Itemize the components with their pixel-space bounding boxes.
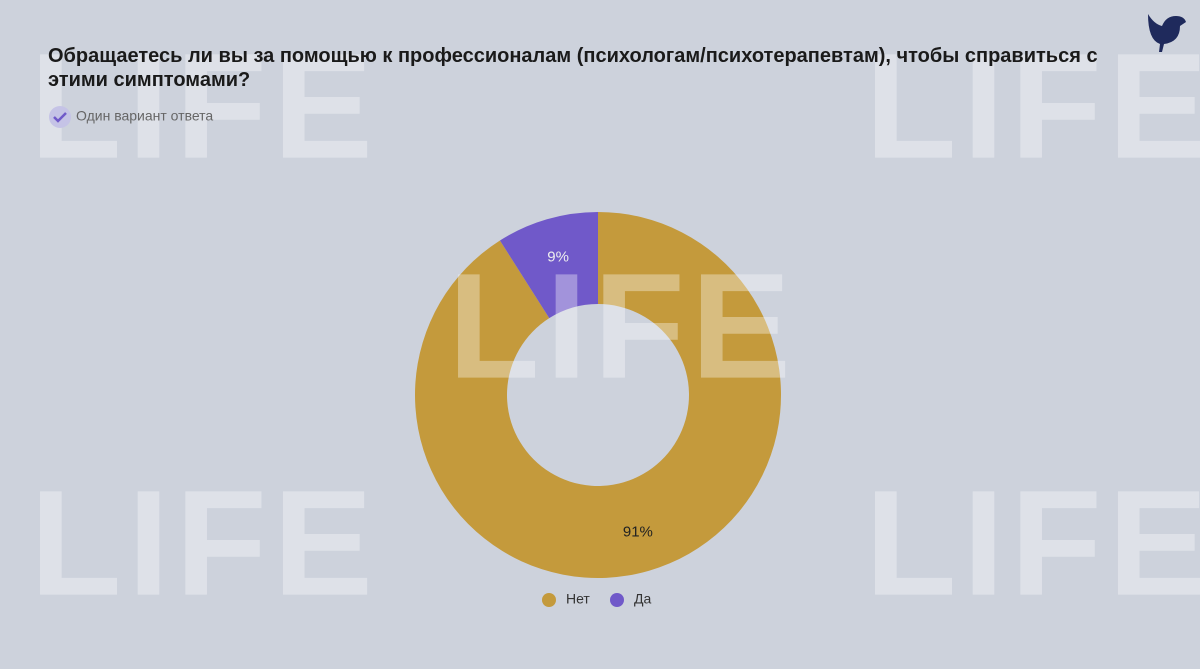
check-mark: [53, 112, 67, 123]
legend-swatch: [542, 593, 556, 607]
value-label: 9%: [547, 249, 569, 266]
watermark: LIFE: [865, 459, 1200, 627]
legend-label: Да: [634, 591, 651, 607]
logo: [1148, 14, 1186, 52]
donut: 91% 9%: [414, 212, 781, 579]
value-label: 91%: [623, 523, 653, 540]
check-icon: [49, 106, 71, 128]
watermark: LIFE: [448, 242, 797, 410]
donut-slice: [414, 212, 781, 579]
legend: Нет Да: [542, 591, 651, 607]
watermark: LIFE: [30, 459, 379, 627]
watermark: LIFE: [30, 22, 379, 190]
chart-title: Обращаетесь ли вы за помощью к профессио…: [48, 45, 1098, 91]
donut-slice: [499, 212, 598, 319]
legend-swatch: [610, 593, 624, 607]
subtitle: Один вариант ответа: [76, 108, 213, 124]
title-box: Обращаетесь ли вы за помощью к профессио…: [48, 45, 1098, 91]
legend-label: Нет: [566, 591, 590, 607]
logo-bird: [1148, 14, 1186, 52]
watermark: LIFE: [865, 22, 1200, 190]
